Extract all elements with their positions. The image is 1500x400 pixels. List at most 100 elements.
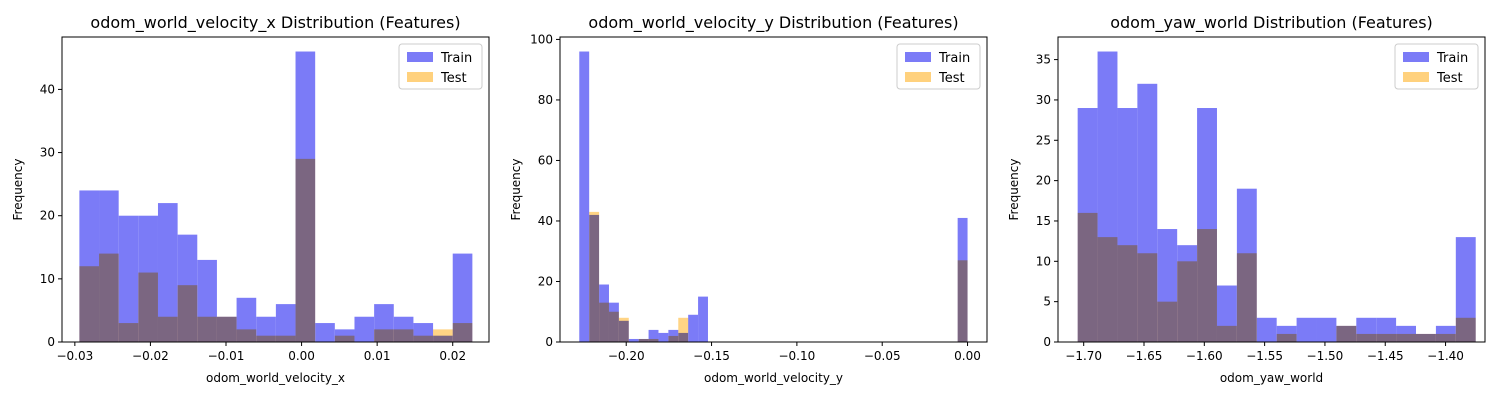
histogram-bar <box>177 285 198 342</box>
y-tick-label: 10 <box>1036 254 1051 268</box>
x-tick-label: −1.70 <box>1065 349 1102 363</box>
histogram-bar <box>658 332 669 342</box>
x-axis-label: odom_world_velocity_x <box>206 371 345 385</box>
chart-title: odom_world_velocity_y Distribution (Feat… <box>588 13 958 33</box>
histogram-bar <box>648 338 659 342</box>
histogram-bar <box>957 260 968 342</box>
y-axis-label: Frequency <box>1007 159 1021 221</box>
legend-swatch-train <box>407 52 433 62</box>
histogram-bar <box>608 311 619 342</box>
legend-swatch-test <box>905 72 931 82</box>
x-tick-label: −0.03 <box>56 349 93 363</box>
histogram-bar <box>354 316 375 342</box>
chart-title: odom_world_velocity_x Distribution (Feat… <box>90 13 460 33</box>
y-tick-label: 5 <box>1043 295 1051 309</box>
histogram-bar <box>678 317 689 342</box>
histogram-bar <box>452 253 473 342</box>
histogram-bar <box>118 323 139 342</box>
y-tick-label: 30 <box>1036 93 1051 107</box>
histogram-bar <box>648 329 659 342</box>
histogram-bar <box>374 329 394 342</box>
x-tick-label: −0.02 <box>132 349 169 363</box>
y-axis-label: Frequency <box>11 159 25 221</box>
y-tick-label: 40 <box>40 82 55 96</box>
legend-label-test: Test <box>1436 71 1463 86</box>
x-tick-label: 0.00 <box>954 349 981 363</box>
histogram-bar <box>275 304 296 342</box>
legend-swatch-test <box>407 72 433 82</box>
y-tick-label: 20 <box>538 274 553 288</box>
histogram-bar <box>1455 237 1476 342</box>
histogram-bar <box>334 335 355 342</box>
legend-label-test: Test <box>440 71 467 86</box>
chart-panel-3: −1.70 −1.65 −1.60 −1.55 −1.50 −1.45 −1.40 0 5 10 1… <box>1007 13 1486 385</box>
histogram-bar <box>236 329 257 342</box>
histogram-bar <box>1316 317 1337 342</box>
x-tick-label: −0.05 <box>864 349 901 363</box>
x-tick-label: −1.65 <box>1126 349 1163 363</box>
legend-label-train: Train <box>440 51 472 66</box>
histogram-bar <box>1197 229 1217 342</box>
axes-frame <box>1057 36 1486 343</box>
x-tick-label: −1.50 <box>1307 349 1344 363</box>
legend-label-train: Train <box>938 51 970 66</box>
legend-swatch-test <box>1403 72 1429 82</box>
y-tick-label: 0 <box>1043 335 1051 349</box>
x-tick-label: −1.45 <box>1367 349 1404 363</box>
x-axis-label: odom_world_velocity_y <box>704 371 843 385</box>
y-tick-label: 0 <box>47 335 55 349</box>
histogram-bar <box>393 329 414 342</box>
histogram-bar <box>413 335 434 342</box>
histogram-bar <box>628 338 639 342</box>
histogram-bar <box>157 316 178 342</box>
histogram-bar <box>157 203 178 342</box>
y-tick-label: 20 <box>40 209 55 223</box>
chart-panels: −0.03 −0.02 −0.01 0.00 0.01 0.02 0 10 20 30 40 odom… <box>11 13 1486 385</box>
histogram-bar <box>1137 253 1158 342</box>
x-tick-label: −1.60 <box>1186 349 1223 363</box>
x-tick-label: −0.15 <box>693 349 730 363</box>
legend-label-test: Test <box>938 71 965 86</box>
y-tick-label: 80 <box>538 93 553 107</box>
histogram-bar <box>1117 245 1138 342</box>
histogram-bar <box>197 316 217 342</box>
histogram-bar <box>295 158 316 342</box>
histogram-bar <box>118 215 139 342</box>
histogram-bar <box>1356 333 1377 342</box>
histogram-bar <box>138 272 158 342</box>
histogram-bar <box>1276 333 1297 342</box>
histogram-bar <box>618 317 629 342</box>
histogram-bar <box>1416 333 1436 342</box>
x-tick-label: −0.10 <box>778 349 815 363</box>
x-tick-label: −1.55 <box>1246 349 1283 363</box>
x-axis-label: odom_yaw_world <box>1220 371 1323 385</box>
histogram-bar <box>1336 325 1357 342</box>
x-tick-label: 0.02 <box>439 349 466 363</box>
histogram-bar <box>1396 333 1416 342</box>
histogram-bar <box>79 266 100 342</box>
chart-panel-2: −0.20 −0.15 −0.10 −0.05 0.00 0 20 40 60 80 100 odom… <box>509 13 988 385</box>
histogram-bar <box>1236 253 1257 342</box>
legend: Train Test <box>896 43 981 90</box>
y-tick-label: 15 <box>1036 214 1051 228</box>
axes-frame <box>559 36 988 343</box>
y-tick-label: 10 <box>40 272 55 286</box>
histogram-bar <box>579 51 590 343</box>
histogram-bar <box>1455 317 1476 342</box>
x-tick-label: 0.01 <box>364 349 391 363</box>
histogram-bar <box>315 323 335 342</box>
histogram-bar <box>452 323 473 342</box>
histogram-bar <box>275 335 296 342</box>
legend: Train Test <box>398 43 483 90</box>
histogram-bar <box>1256 317 1277 342</box>
histogram-bar <box>1177 261 1198 342</box>
histogram-bar <box>668 335 679 342</box>
y-tick-label: 40 <box>538 214 553 228</box>
y-tick-label: 20 <box>1036 174 1051 188</box>
histogram-bar <box>1296 317 1317 342</box>
legend: Train Test <box>1394 43 1479 90</box>
histogram-bar <box>1376 333 1397 342</box>
chart-panel-1: −0.03 −0.02 −0.01 0.00 0.01 0.02 0 10 20 30 40 odom… <box>11 13 490 385</box>
histogram-bar <box>99 253 119 342</box>
